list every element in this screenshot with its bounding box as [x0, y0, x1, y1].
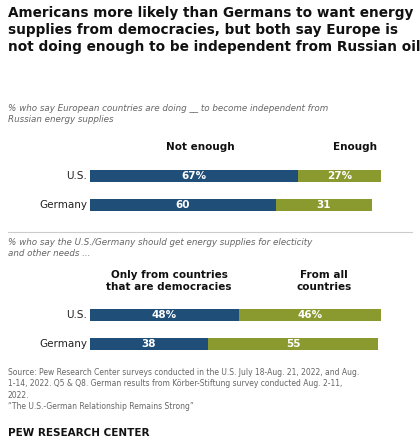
Text: U.S.: U.S.	[66, 310, 87, 320]
Text: 67%: 67%	[181, 171, 206, 181]
Text: 48%: 48%	[152, 310, 177, 320]
Text: From all
countries: From all countries	[297, 270, 352, 291]
Bar	[90, 338, 208, 350]
Text: Americans more likely than Germans to want energy
supplies from democracies, but: Americans more likely than Germans to wa…	[8, 6, 420, 54]
Text: 31: 31	[317, 200, 331, 210]
Bar	[90, 308, 239, 321]
Text: 27%: 27%	[327, 171, 352, 181]
Text: % who say the U.S./Germany should get energy supplies for electicity
and other n: % who say the U.S./Germany should get en…	[8, 238, 312, 258]
Text: Source: Pew Research Center surveys conducted in the U.S. July 18-Aug. 21, 2022,: Source: Pew Research Center surveys cond…	[8, 368, 359, 411]
Text: 38: 38	[142, 339, 156, 349]
Text: Enough: Enough	[333, 142, 378, 152]
Text: Germany: Germany	[39, 339, 87, 349]
Text: Not enough: Not enough	[166, 142, 235, 152]
Text: U.S.: U.S.	[66, 171, 87, 181]
Text: Only from countries
that are democracies: Only from countries that are democracies	[106, 270, 232, 291]
Bar	[90, 199, 276, 211]
Text: Germany: Germany	[39, 200, 87, 210]
Bar	[90, 169, 298, 182]
Text: % who say European countries are doing __ to become independent from
Russian ene: % who say European countries are doing _…	[8, 104, 328, 124]
Text: 46%: 46%	[297, 310, 323, 320]
Bar	[298, 169, 381, 182]
Bar	[276, 199, 372, 211]
Text: 55: 55	[286, 339, 300, 349]
Text: PEW RESEARCH CENTER: PEW RESEARCH CENTER	[8, 428, 150, 438]
Bar	[239, 308, 381, 321]
Bar	[208, 338, 378, 350]
Text: 60: 60	[176, 200, 190, 210]
